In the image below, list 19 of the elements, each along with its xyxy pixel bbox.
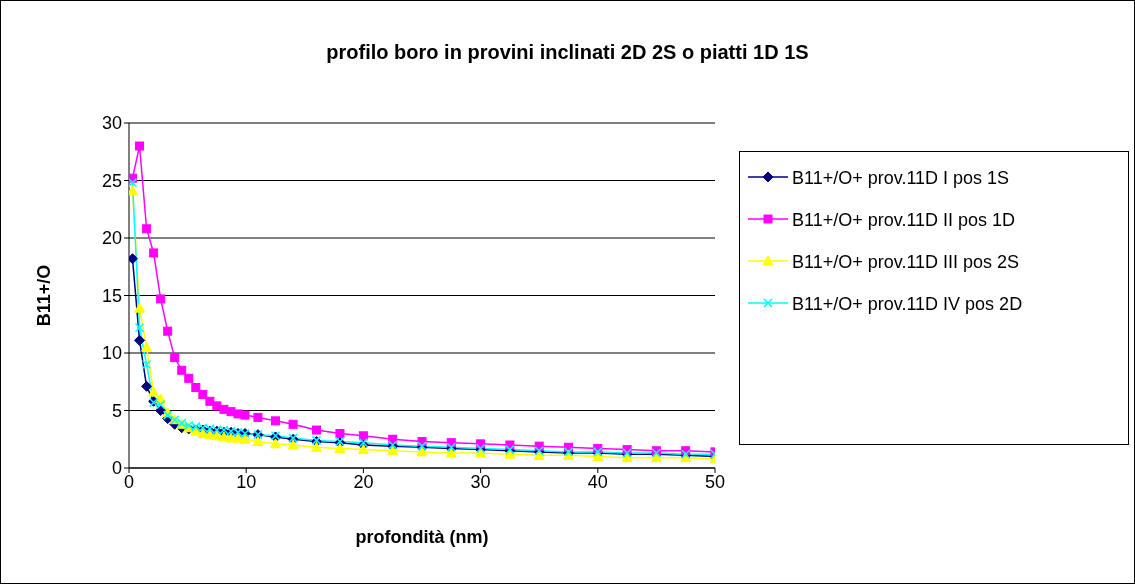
legend-label: B11+/O+ prov.11D III pos 2S bbox=[792, 251, 1021, 274]
y-axis-title: B11+/O bbox=[34, 264, 55, 327]
y-tick-label: 5 bbox=[111, 400, 122, 421]
x-axis-title: profondità (nm) bbox=[355, 527, 489, 547]
y-tick-label: 10 bbox=[101, 343, 122, 364]
x-tick-label: 20 bbox=[353, 471, 374, 492]
legend-label: B11+/O+ prov.11D II pos 1D bbox=[792, 209, 1017, 232]
y-tick-label: 30 bbox=[101, 113, 122, 134]
chart-title: profilo boro in provini inclinati 2D 2S o piatti 1D 1S bbox=[325, 41, 810, 64]
legend-label: B11+/O+ prov.11D I pos 1S bbox=[792, 167, 1011, 190]
x-tick-label: 40 bbox=[587, 471, 608, 492]
y-tick-label: 15 bbox=[101, 285, 122, 306]
x-tick-label: 50 bbox=[704, 471, 726, 492]
y-tick-label: 25 bbox=[101, 170, 122, 191]
y-tick-label: 20 bbox=[101, 228, 122, 249]
x-tick-label: 30 bbox=[470, 471, 491, 492]
x-tick-label: 10 bbox=[236, 471, 257, 492]
y-tick-label: 0 bbox=[111, 458, 122, 479]
legend-label: B11+/O+ prov.11D IV pos 2D bbox=[792, 293, 1024, 316]
